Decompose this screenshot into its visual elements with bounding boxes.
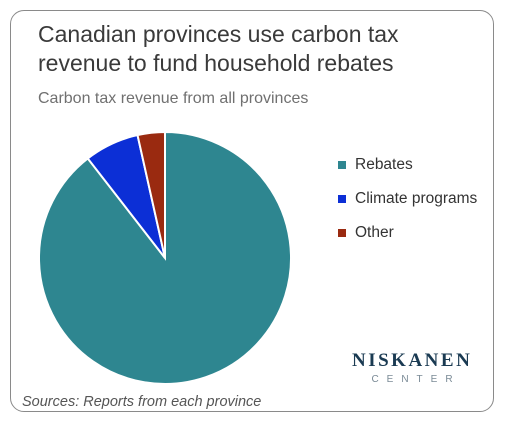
legend-item-rebates: Rebates [338,148,477,182]
niskanen-logo: NISKANEN CENTER [352,350,472,385]
legend-swatch-climate-programs [338,195,346,203]
pie-slice-other [136,130,166,259]
legend-label-other: Other [355,224,394,241]
logo-sub-text: CENTER [371,374,461,385]
logo-main-text: NISKANEN [352,350,473,371]
legend-item-climate-programs: Climate programs [338,182,477,216]
legend-swatch-other [338,229,346,237]
legend-item-other: Other [338,216,477,250]
legend-label-rebates: Rebates [355,156,413,173]
legend-swatch-rebates [338,161,346,169]
legend: Rebates Climate programs Other [338,148,477,250]
source-note: Sources: Reports from each province [22,394,262,410]
legend-label-climate-programs: Climate programs [355,190,478,207]
chart-subtitle: Carbon tax revenue from all provinces [38,90,309,107]
chart-title: Canadian provinces use carbon tax revenu… [38,21,399,76]
